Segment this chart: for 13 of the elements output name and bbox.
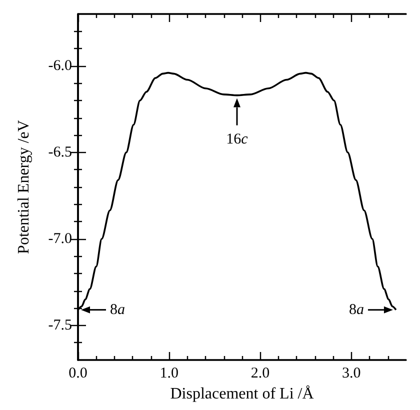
x-tick-label: 1.0	[160, 366, 178, 382]
annotation: 8a	[110, 302, 125, 318]
y-tick-label: -7.5	[48, 317, 72, 334]
x-tick-label: 3.0	[342, 366, 361, 382]
annotation: 8a	[348, 302, 364, 318]
y-tick-label: -6.0	[48, 58, 72, 74]
y-tick-label: -6.5	[48, 144, 72, 160]
x-tick-label: 0.0	[68, 366, 88, 382]
annotation: 16c	[226, 131, 248, 148]
x-axis-title: Displacement of Li /Å	[170, 384, 314, 402]
y-axis-title: Potential Energy /eV	[16, 120, 32, 254]
y-tick-label: -7.0	[48, 230, 72, 247]
x-tick-label: 2.0	[250, 366, 270, 382]
